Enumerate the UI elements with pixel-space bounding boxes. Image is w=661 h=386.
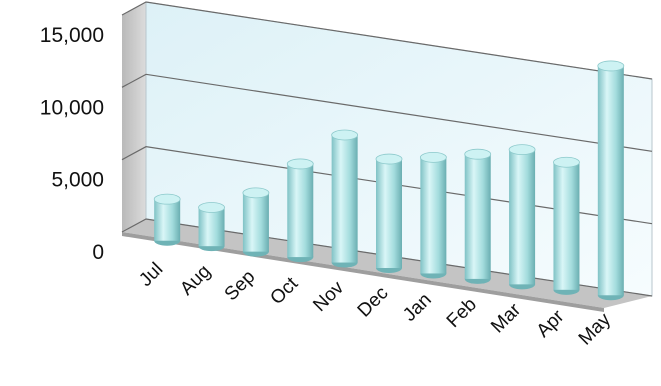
bar — [153, 193, 181, 246]
x-tick-label: Sep — [221, 266, 260, 305]
x-tick-label: May — [575, 309, 616, 350]
bar — [375, 153, 403, 273]
x-tick-label: Oct — [267, 273, 303, 309]
x-tick-label: Jan — [399, 289, 436, 326]
chart-floor-edge — [122, 232, 604, 312]
bar — [286, 158, 314, 263]
bar — [553, 156, 580, 295]
bar — [597, 60, 625, 301]
x-tick-label: Apr — [533, 306, 569, 342]
bar — [508, 144, 536, 290]
bars — [153, 60, 625, 301]
y-tick-label: 15,000 — [40, 24, 104, 47]
bar — [331, 129, 359, 268]
x-tick-label: Aug — [176, 261, 215, 300]
x-tick-label: Mar — [487, 299, 525, 337]
bar — [198, 202, 225, 252]
x-tick-label: Feb — [443, 294, 481, 332]
bar — [464, 148, 492, 284]
bar — [242, 187, 270, 257]
y-axis-ticks: 0 5,000 10,000 15,000 — [40, 24, 104, 264]
y-tick-label: 10,000 — [40, 96, 104, 119]
y-tick-label: 5,000 — [51, 169, 104, 192]
x-tick-label: Dec — [354, 283, 393, 322]
chart-side-wall — [122, 2, 146, 232]
x-tick-label: Jul — [135, 259, 167, 291]
bar — [419, 151, 447, 279]
x-tick-label: Nov — [309, 277, 348, 316]
gridlines — [121, 1, 653, 297]
y-tick-label: 0 — [92, 241, 104, 264]
gridline — [121, 1, 653, 80]
gridline — [121, 73, 653, 152]
